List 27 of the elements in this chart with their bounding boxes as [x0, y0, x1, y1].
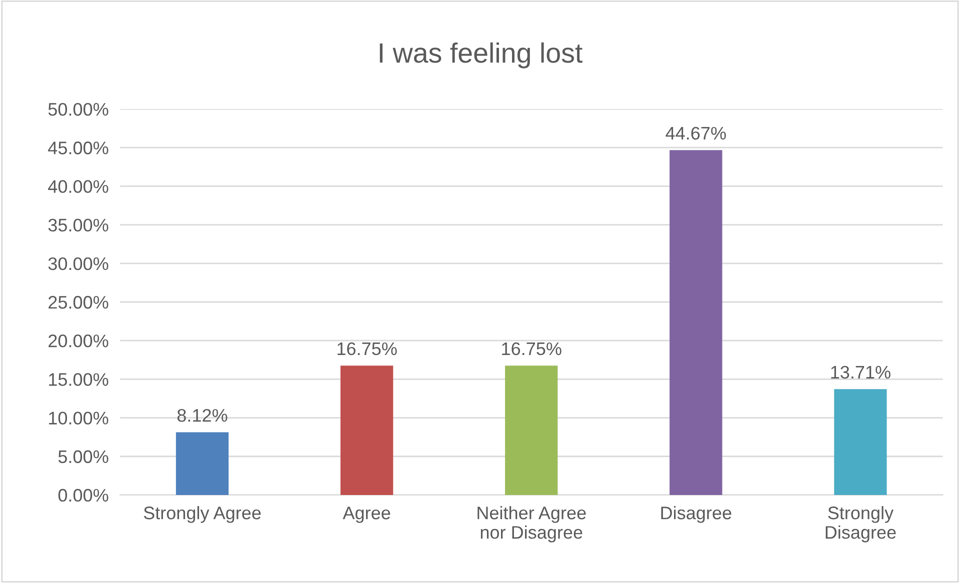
- bar: [505, 366, 558, 495]
- bar: [834, 389, 887, 495]
- x-tick-label: Disagree: [661, 506, 732, 523]
- chart-title: I was feeling lost: [380, 42, 582, 68]
- x-tick-label: Strongly Disagree: [826, 506, 896, 542]
- x-tick-label: Neither Agree nor Disagree: [478, 506, 586, 542]
- data-label: 8.12%: [177, 408, 228, 422]
- bar: [340, 366, 394, 495]
- y-tick-label: 5.00%: [58, 450, 108, 464]
- x-tick-label: Strongly Agree: [144, 506, 261, 523]
- y-tick-label: 45.00%: [48, 142, 108, 154]
- y-tick-label: 10.00%: [49, 412, 108, 424]
- data-label: 16.75%: [502, 342, 562, 356]
- y-tick-label: 25.00%: [48, 296, 108, 309]
- y-tick-label: 35.00%: [48, 218, 108, 232]
- x-tick-label: Agree: [342, 506, 390, 523]
- y-tick-label: 0.00%: [58, 488, 108, 502]
- y-tick-label: 40.00%: [48, 180, 108, 193]
- y-tick-label: 30.00%: [48, 257, 108, 270]
- bar: [176, 432, 229, 495]
- y-tick-label: 20.00%: [48, 334, 108, 348]
- data-label: 44.67%: [666, 126, 726, 140]
- y-tick-label: 50.00%: [48, 102, 108, 116]
- y-tick-label: 15.00%: [49, 373, 108, 386]
- data-label: 13.71%: [831, 366, 890, 379]
- bar: [670, 150, 722, 495]
- data-label: 16.75%: [338, 342, 397, 356]
